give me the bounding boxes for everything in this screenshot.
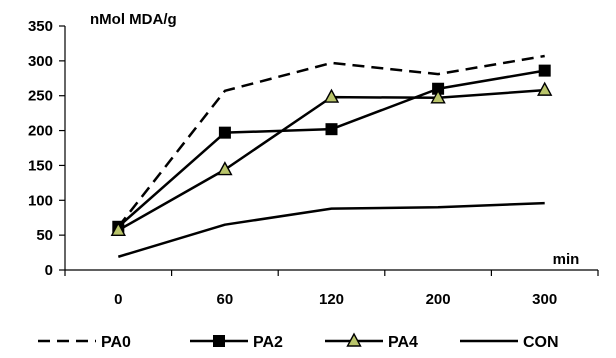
legend-label-pa0: PA0 bbox=[101, 334, 131, 351]
y-tick-label: 50 bbox=[36, 227, 53, 244]
data-point-pa2 bbox=[538, 64, 551, 77]
x-tick-label: 120 bbox=[319, 291, 344, 308]
y-tick-label: 250 bbox=[28, 88, 53, 105]
x-tick-label: 0 bbox=[114, 291, 122, 308]
legend-label-pa2: PA2 bbox=[253, 334, 283, 351]
y-tick-label: 350 bbox=[28, 18, 53, 35]
series-line-pa0 bbox=[117, 54, 545, 228]
x-tick-label: 200 bbox=[426, 291, 451, 308]
data-point-pa4 bbox=[323, 88, 340, 103]
legend: PA0 PA2 PA4 CON bbox=[38, 332, 559, 351]
y-tick-label: 200 bbox=[28, 123, 53, 140]
data-point-pa4 bbox=[537, 81, 553, 96]
series-line-con bbox=[117, 201, 545, 258]
y-tick-label: 0 bbox=[45, 262, 53, 279]
y-tick-label: 100 bbox=[28, 192, 53, 209]
data-point-pa2 bbox=[325, 123, 338, 136]
legend-label-con: CON bbox=[523, 334, 559, 351]
x-tick-label: 60 bbox=[217, 291, 234, 308]
legend-marker-pa4 bbox=[346, 332, 362, 347]
x-tick-label: 300 bbox=[532, 291, 557, 308]
legend-label-pa4: PA4 bbox=[388, 334, 418, 351]
data-point-pa2 bbox=[218, 126, 231, 139]
legend-marker-pa2 bbox=[213, 335, 225, 347]
data-point-pa4 bbox=[110, 221, 126, 236]
y-axis-label: nMol MDA/g bbox=[90, 11, 177, 28]
y-tick-label: 300 bbox=[28, 53, 53, 70]
y-tick-label: 150 bbox=[28, 157, 53, 174]
data-point-pa4 bbox=[430, 89, 446, 104]
x-axis-label: min bbox=[553, 251, 580, 268]
data-point-pa2 bbox=[432, 82, 445, 95]
data-point-pa4 bbox=[217, 161, 233, 176]
